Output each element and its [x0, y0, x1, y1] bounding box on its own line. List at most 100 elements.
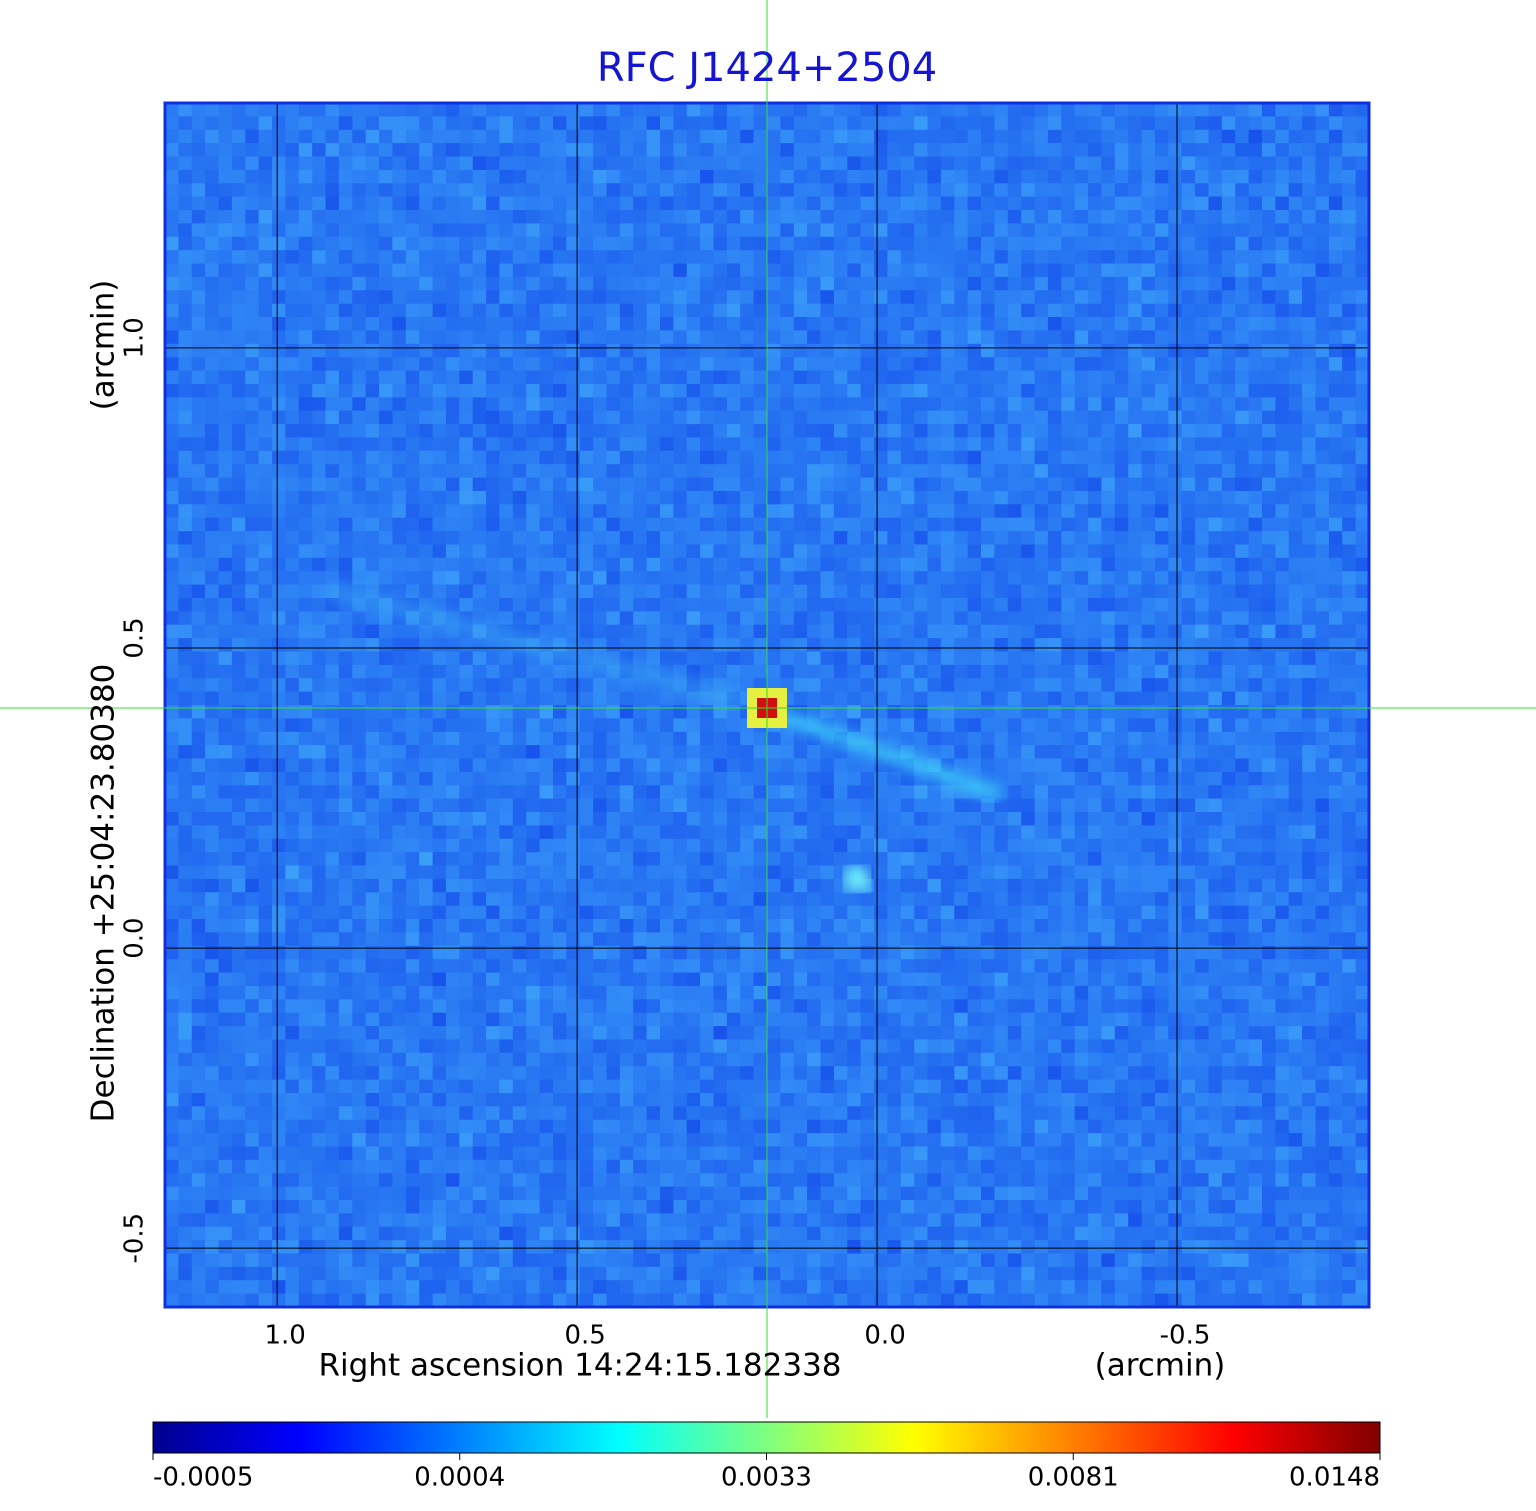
pixel [526, 557, 541, 572]
pixel [1262, 598, 1276, 612]
pixel [1155, 143, 1169, 158]
pixel [619, 450, 634, 465]
pixel [940, 517, 955, 532]
pixel [352, 758, 367, 773]
pixel [767, 664, 781, 679]
pixel [914, 651, 929, 666]
pixel [646, 169, 661, 184]
pixel [807, 491, 822, 505]
pixel [1235, 678, 1250, 693]
pixel [566, 370, 581, 385]
pixel [593, 183, 608, 198]
pixel [633, 638, 648, 653]
pixel [887, 571, 902, 586]
pixel [1021, 437, 1036, 452]
pixel [1168, 383, 1183, 398]
pixel [860, 370, 875, 385]
pixel [1275, 798, 1290, 813]
pixel [191, 491, 206, 505]
pixel [619, 290, 634, 305]
pixel [312, 785, 327, 800]
pixel [619, 263, 634, 278]
pixel [432, 383, 447, 398]
pixel [365, 223, 380, 238]
pixel [1047, 357, 1062, 372]
pixel [619, 116, 634, 131]
pixel [767, 651, 781, 666]
pixel [874, 812, 888, 826]
pixel [1221, 437, 1236, 452]
pixel [847, 785, 862, 800]
pixel [566, 758, 581, 773]
pixel [365, 290, 380, 305]
pixel [807, 223, 822, 238]
pixel [472, 276, 487, 291]
pixel [392, 731, 407, 746]
pixel [218, 424, 233, 439]
pixel [1181, 731, 1196, 746]
pixel [1061, 357, 1076, 372]
pixel [312, 705, 327, 719]
pixel [686, 129, 701, 144]
pixel [526, 183, 541, 198]
pixel [1221, 370, 1236, 385]
pixel [646, 825, 661, 840]
pixel [619, 745, 634, 760]
pixel [833, 812, 848, 826]
pixel [365, 758, 380, 773]
pixel [539, 678, 554, 693]
pixel [1128, 303, 1143, 318]
pixel [352, 678, 367, 693]
pixel [900, 812, 915, 826]
pixel [1101, 223, 1116, 238]
pixel [338, 303, 353, 318]
pixel [981, 531, 995, 546]
pixel [1342, 290, 1357, 305]
pixel [740, 196, 755, 211]
pixel [767, 343, 781, 358]
pixel [445, 223, 460, 238]
pixel [1047, 250, 1062, 265]
pixel [379, 691, 393, 706]
pixel [954, 638, 969, 653]
pixel [352, 383, 367, 398]
pixel [1275, 196, 1290, 211]
pixel [445, 598, 460, 612]
pixel [1168, 183, 1183, 198]
pixel [1262, 263, 1276, 278]
pixel [405, 825, 420, 840]
pixel [700, 504, 715, 519]
pixel [646, 383, 661, 398]
pixel [1208, 464, 1223, 479]
pixel [579, 611, 594, 626]
pixel [1208, 343, 1223, 358]
pixel [1342, 731, 1357, 746]
pixel [472, 410, 487, 425]
pixel [1047, 624, 1062, 639]
pixel [298, 678, 313, 693]
pixel [258, 116, 273, 131]
pixel [1141, 825, 1156, 840]
pixel [1355, 450, 1370, 465]
pixel [646, 638, 661, 653]
pixel [1101, 745, 1116, 760]
pixel [900, 598, 915, 612]
pixel [1342, 517, 1357, 532]
pixel [820, 223, 835, 238]
pixel [900, 705, 915, 719]
pixel [191, 745, 206, 760]
pixel [472, 357, 487, 372]
pixel [1088, 464, 1103, 479]
pixel [1248, 758, 1263, 773]
pixel [1128, 771, 1143, 786]
pixel [526, 491, 541, 505]
pixel [231, 557, 246, 572]
pixel [499, 143, 514, 158]
pixel [1235, 263, 1250, 278]
pixel [874, 477, 888, 492]
pixel [820, 678, 835, 693]
pixel [1168, 571, 1183, 586]
pixel [539, 276, 554, 291]
pixel [660, 544, 674, 559]
pixel [231, 504, 246, 519]
